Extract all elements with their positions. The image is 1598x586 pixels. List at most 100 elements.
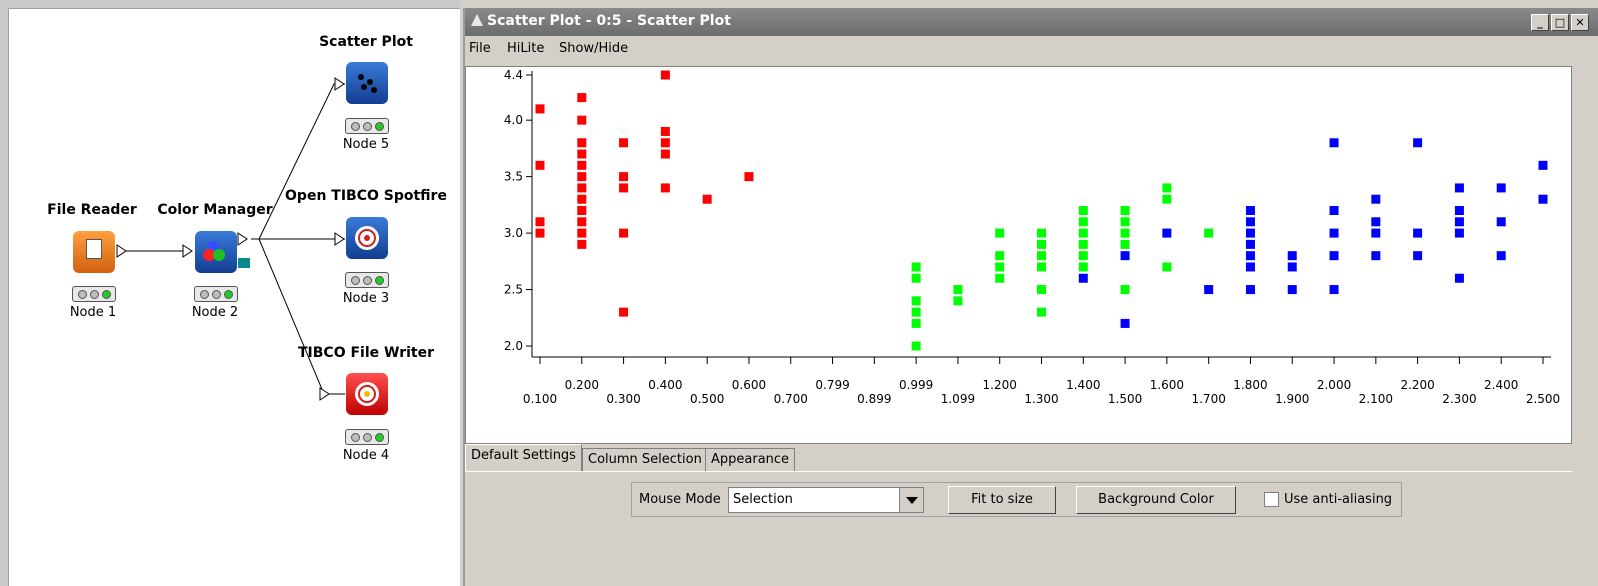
background-color-button[interactable]: Background Color	[1076, 486, 1236, 514]
tab-appearance[interactable]: Appearance	[705, 448, 796, 472]
scatter-point[interactable]	[1329, 228, 1339, 238]
scatter-point[interactable]	[1162, 183, 1172, 193]
scatter-point[interactable]	[577, 228, 587, 238]
close-button[interactable]: ✕	[1571, 14, 1589, 31]
mouse-mode-select[interactable]: Selection	[728, 487, 924, 513]
scatter-point[interactable]	[1120, 217, 1130, 227]
scatter-point[interactable]	[1120, 228, 1130, 238]
scatter-point[interactable]	[1245, 206, 1255, 215]
scatter-point[interactable]	[577, 206, 587, 215]
chevron-down-icon[interactable]	[899, 488, 923, 512]
scatter-point[interactable]	[1078, 239, 1088, 249]
scatter-point[interactable]	[1245, 251, 1255, 261]
scatter-point[interactable]	[1454, 183, 1464, 193]
scatter-point[interactable]	[1329, 251, 1339, 261]
scatter-point[interactable]	[911, 307, 921, 317]
scatter-point[interactable]	[577, 149, 587, 159]
scatter-point[interactable]	[995, 273, 1005, 283]
scatter-point[interactable]	[1454, 228, 1464, 238]
scatter-point[interactable]	[1329, 206, 1339, 215]
scatter-point[interactable]	[911, 341, 921, 351]
scatter-point[interactable]	[577, 194, 587, 204]
scatter-point[interactable]	[535, 104, 545, 114]
scatter-point[interactable]	[911, 273, 921, 283]
scatter-point[interactable]	[577, 172, 587, 182]
scatter-point[interactable]	[1287, 285, 1297, 295]
scatter-point[interactable]	[1037, 262, 1046, 272]
scatter-point[interactable]	[577, 160, 587, 170]
scatter-point[interactable]	[660, 149, 670, 159]
scatter-point[interactable]	[1162, 262, 1172, 272]
tab-default-settings[interactable]: Default Settings	[465, 444, 582, 472]
scatter-plot-area[interactable]: 2.0 2.5 3.0 3.5 4.0 4.4 0.100 0.200 0.300 0.400 0.…	[465, 66, 1572, 444]
scatter-point[interactable]	[1245, 285, 1255, 295]
scatter-point[interactable]	[1120, 285, 1130, 295]
scatter-point[interactable]	[1538, 194, 1548, 204]
scatter-point[interactable]	[1496, 217, 1506, 227]
scatter-point[interactable]	[1245, 217, 1255, 227]
scatter-point[interactable]	[1371, 217, 1381, 227]
scatter-point[interactable]	[535, 228, 545, 238]
scatter-point[interactable]	[1078, 228, 1088, 238]
scatter-point[interactable]	[577, 138, 587, 148]
minimize-button[interactable]: _	[1531, 14, 1549, 31]
scatter-point[interactable]	[1078, 273, 1088, 283]
scatter-point[interactable]	[1245, 239, 1255, 249]
scatter-point[interactable]	[1329, 285, 1339, 295]
scatter-point[interactable]	[660, 70, 670, 80]
scatter-point[interactable]	[1120, 251, 1130, 261]
scatter-point[interactable]	[1245, 228, 1255, 238]
scatter-point[interactable]	[1454, 206, 1464, 215]
scatter-point[interactable]	[619, 172, 629, 182]
scatter-point[interactable]	[577, 239, 587, 249]
scatter-point[interactable]	[1120, 318, 1130, 328]
scatter-point[interactable]	[1371, 194, 1381, 204]
scatter-point[interactable]	[660, 126, 670, 136]
scatter-point[interactable]	[619, 228, 629, 238]
color-manager-icon[interactable]	[195, 231, 237, 273]
scatter-point[interactable]	[1162, 228, 1172, 238]
scatter-point[interactable]	[702, 194, 712, 204]
scatter-point[interactable]	[1162, 194, 1172, 204]
scatter-point[interactable]	[619, 183, 629, 193]
scatter-point[interactable]	[619, 138, 629, 148]
scatter-point[interactable]	[1204, 285, 1214, 295]
scatter-point[interactable]	[995, 262, 1005, 272]
scatter-point[interactable]	[1037, 228, 1046, 238]
scatter-point[interactable]	[1413, 228, 1423, 238]
scatter-point[interactable]	[1037, 307, 1046, 317]
spotfire-icon[interactable]	[346, 217, 388, 259]
scatter-plot-icon[interactable]	[346, 62, 388, 104]
scatter-point[interactable]	[1413, 138, 1423, 148]
scatter-point[interactable]	[911, 262, 921, 272]
scatter-point[interactable]	[1413, 251, 1423, 261]
scatter-point[interactable]	[1496, 183, 1506, 193]
scatter-point[interactable]	[995, 228, 1005, 238]
scatter-point[interactable]	[1371, 228, 1381, 238]
menu-showhide[interactable]: Show/Hide	[559, 41, 629, 56]
scatter-point[interactable]	[1037, 239, 1046, 249]
scatter-point[interactable]	[911, 318, 921, 328]
scatter-point[interactable]	[1245, 262, 1255, 272]
scatter-point[interactable]	[1454, 273, 1464, 283]
scatter-point[interactable]	[1078, 251, 1088, 261]
scatter-point[interactable]	[577, 217, 587, 227]
file-writer-icon[interactable]	[346, 373, 388, 415]
scatter-point[interactable]	[1037, 285, 1046, 295]
window-titlebar[interactable]: Scatter Plot - 0:5 - Scatter Plot _ □ ✕	[465, 8, 1598, 36]
fit-to-size-button[interactable]: Fit to size	[948, 486, 1056, 514]
anti-aliasing-checkbox[interactable]	[1264, 492, 1279, 507]
scatter-point[interactable]	[1037, 251, 1046, 261]
scatter-point[interactable]	[660, 183, 670, 193]
maximize-button[interactable]: □	[1551, 14, 1569, 31]
scatter-point[interactable]	[1287, 251, 1297, 261]
scatter-point[interactable]	[1454, 217, 1464, 227]
scatter-point[interactable]	[577, 183, 587, 193]
file-reader-icon[interactable]	[73, 231, 115, 273]
scatter-point[interactable]	[911, 296, 921, 306]
scatter-point[interactable]	[1078, 262, 1088, 272]
scatter-point[interactable]	[1538, 160, 1548, 170]
scatter-point[interactable]	[1120, 206, 1130, 215]
scatter-point[interactable]	[744, 172, 754, 182]
scatter-point[interactable]	[1204, 228, 1214, 238]
